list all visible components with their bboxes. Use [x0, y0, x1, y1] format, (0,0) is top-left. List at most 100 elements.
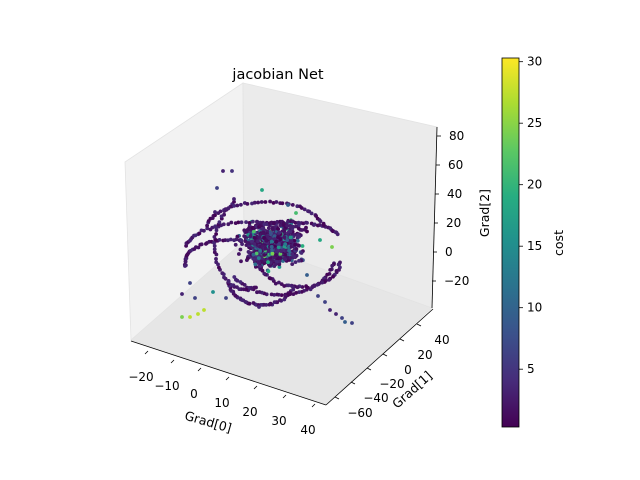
- scatter-point: [249, 286, 254, 291]
- scatter-point: [222, 212, 227, 217]
- scatter-point: [274, 249, 279, 254]
- scatter-point: [251, 301, 256, 305]
- scatter-point: [305, 273, 309, 277]
- scatter-point: [275, 220, 280, 224]
- scatter-point: [180, 292, 184, 296]
- z-axis-line: [431, 126, 438, 309]
- scatter-point: [276, 235, 280, 240]
- scatter-point: [320, 280, 325, 285]
- x-ticks: −20−10 0 10 20 30 40: [128, 350, 316, 437]
- scatter-point: [278, 298, 282, 302]
- scatter-point: [213, 210, 217, 214]
- scatter-point: [274, 253, 278, 257]
- x-axis-label: Grad[0]: [183, 408, 233, 436]
- z-tick-label: 20: [446, 216, 461, 230]
- scatter-point: [214, 257, 218, 261]
- colorbar-tick-label: 5: [527, 362, 535, 376]
- scatter-point: [212, 235, 217, 239]
- colorbar-tick-label: 10: [527, 301, 542, 315]
- scatter-point: [299, 251, 304, 255]
- scatter-point: [305, 221, 309, 225]
- scatter-point: [256, 256, 261, 260]
- y-tick-mark: [399, 338, 405, 342]
- scatter-point: [325, 272, 330, 277]
- scatter-point: [255, 219, 259, 224]
- z-tick-label: 40: [447, 187, 462, 201]
- y-tick-mark: [416, 323, 422, 327]
- scatter-point: [252, 229, 256, 234]
- colorbar-tick-label: 15: [527, 239, 542, 253]
- scatter-point: [265, 234, 270, 239]
- scatter-point: [318, 238, 322, 242]
- scatter-point: [229, 220, 234, 225]
- scatter-point: [188, 281, 192, 285]
- scatter-point: [283, 257, 287, 262]
- x-axis-line: [130, 340, 327, 406]
- scatter-point: [239, 238, 244, 243]
- scatter-point: [234, 237, 239, 242]
- scatter-point: [245, 256, 250, 261]
- x-tick-label: −10: [154, 379, 179, 393]
- scatter-point: [199, 242, 204, 247]
- scatter-point: [293, 242, 297, 247]
- scatter-point: [270, 227, 275, 232]
- scatter-point: [232, 200, 236, 204]
- scatter-point: [276, 227, 280, 231]
- scatter-point: [271, 201, 276, 205]
- scatter-points: [180, 169, 354, 325]
- scatter-point: [252, 200, 257, 205]
- scatter-point: [237, 252, 241, 256]
- colorbar-ticks: 5 10 15 20 25 30: [519, 55, 542, 376]
- scatter-point: [264, 238, 269, 243]
- scatter-point: [300, 285, 305, 289]
- scatter-point: [285, 238, 289, 243]
- scatter-point: [217, 265, 221, 270]
- scatter-point: [248, 234, 253, 239]
- scatter-point: [223, 207, 228, 212]
- scatter-point: [282, 235, 287, 240]
- z-tick-label: 80: [449, 129, 464, 143]
- scatter-point: [183, 264, 187, 268]
- scatter-point: [188, 315, 192, 319]
- scatter-point: [343, 320, 347, 324]
- scatter-point: [286, 220, 290, 224]
- scatter-point: [331, 274, 335, 279]
- x-tick-mark: [253, 385, 258, 390]
- scatter-point: [302, 207, 307, 212]
- scatter-point: [217, 238, 222, 242]
- scatter-point: [257, 305, 261, 309]
- x-tick-mark: [225, 376, 230, 381]
- chart-title: jacobian Net: [231, 67, 323, 83]
- scatter-point: [293, 260, 298, 264]
- scatter-point: [328, 308, 332, 312]
- scatter-point: [224, 296, 228, 300]
- scatter-point: [296, 232, 300, 237]
- scatter-point: [283, 252, 288, 257]
- scatter-point: [220, 271, 225, 276]
- scatter-point: [285, 223, 290, 228]
- scatter-point: [250, 239, 254, 244]
- colorbar-label: cost: [551, 230, 566, 256]
- scatter-point: [277, 265, 282, 269]
- scatter-point: [213, 213, 217, 218]
- scatter-point: [272, 234, 277, 239]
- scatter-point: [328, 268, 333, 272]
- scatter-point: [311, 284, 315, 289]
- scatter-point: [283, 242, 288, 247]
- scatter-point: [205, 226, 210, 231]
- scatter-point: [340, 316, 344, 320]
- x-tick-label: 0: [190, 387, 198, 401]
- scatter-point: [330, 245, 334, 249]
- scatter-point: [257, 260, 261, 265]
- scatter-point: [281, 221, 286, 225]
- scatter-point: [258, 264, 263, 268]
- scatter-point: [297, 226, 301, 231]
- x-tick-label: 10: [214, 396, 229, 410]
- scatter-point: [272, 221, 276, 226]
- y-tick-mark: [366, 367, 372, 371]
- colorbar-tick-label: 20: [527, 178, 542, 192]
- scatter-point: [312, 222, 317, 227]
- x-tick-mark: [144, 350, 149, 355]
